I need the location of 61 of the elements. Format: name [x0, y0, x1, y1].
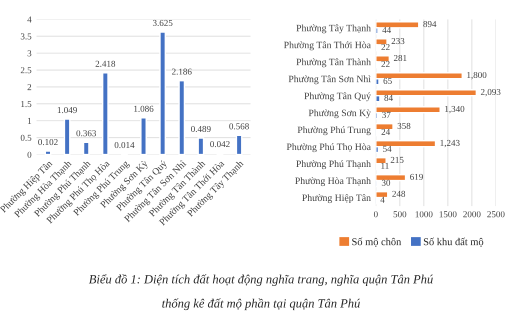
data-label: 233: [392, 38, 404, 44]
data-label: 37: [382, 112, 391, 118]
y-tick-label: 0.5: [20, 134, 32, 141]
data-label: 22: [381, 44, 390, 50]
x-tick-label: 0: [374, 211, 378, 218]
data-label: 0.014: [114, 142, 134, 148]
data-label: 22: [381, 60, 390, 67]
data-label: 65: [384, 78, 392, 84]
data-label: 54: [383, 146, 392, 152]
text: thống kê đất mộ phần tại quận Tân Phú: [162, 298, 360, 310]
data-label: 11: [381, 162, 389, 169]
legend-label: Số mộ chôn: [352, 238, 402, 247]
data-label: 1,243: [440, 140, 460, 148]
x-tick-label: 500: [394, 211, 406, 218]
data-label: 1,340: [445, 106, 464, 114]
data-label: 0.568: [229, 123, 249, 130]
data-label: 0.363: [76, 130, 96, 136]
y-tick-label: 1.5: [21, 101, 32, 108]
data-label: 2,093: [480, 88, 500, 96]
data-label: 1.086: [134, 106, 154, 112]
y-tick-label: 0: [28, 152, 32, 158]
x-tick-label: 2500: [487, 211, 505, 218]
data-label: 358: [398, 122, 410, 129]
data-label: 2.418: [96, 60, 116, 67]
data-label: 894: [423, 21, 436, 28]
y-tick-label: 4: [27, 16, 32, 22]
y-tick-label: Phường Hiệp Tân: [302, 194, 371, 204]
y-tick-label: Phường Tân Quý: [304, 92, 371, 102]
x-tick-label: 2000: [463, 211, 481, 218]
data-label: 1.049: [58, 107, 77, 114]
data-label: 0.102: [38, 139, 58, 146]
y-tick-label: 2: [28, 84, 32, 90]
y-tick-label: Phường Tân Thành: [296, 58, 371, 68]
y-tick-label: Phường Sơn Kỳ: [308, 109, 371, 118]
data-label: 0.489: [191, 126, 211, 132]
legend-label: Số khu đất mộ: [424, 238, 484, 247]
data-label: 4: [380, 196, 385, 203]
y-tick-label: Phường Tân Sơn Nhì: [288, 75, 371, 84]
x-tick-label: 1500: [440, 211, 457, 218]
y-tick-label: Phường Phú Thọ Hòa: [286, 143, 371, 152]
y-tick-label: 2.5: [20, 67, 32, 74]
x-tick-label: 1000: [416, 211, 433, 218]
data-label: 44: [382, 27, 392, 33]
data-label: 619: [410, 174, 423, 180]
data-label: 84: [384, 94, 393, 101]
data-label: 2.186: [172, 68, 192, 75]
y-tick-label: 1: [28, 118, 32, 124]
data-label: 281: [394, 54, 406, 62]
data-label: 24: [382, 128, 390, 135]
data-label: 215: [390, 156, 404, 163]
data-label: 30: [382, 180, 390, 186]
data-label: 0.042: [210, 141, 230, 148]
data-label: 1,800: [467, 72, 486, 80]
y-tick-label: 3.5: [20, 33, 32, 40]
data-label: 248: [392, 190, 406, 197]
text: Biểu đồ 1: Diện tích đất hoạt động nghĩa trang, nghĩa quận Tân Phú: [88, 274, 433, 286]
y-tick-label: Phường Tân Thới Hòa: [284, 41, 371, 50]
y-tick-label: Phường Phú Trung: [298, 126, 371, 136]
y-tick-label: Phường Tây Thạnh: [296, 24, 371, 34]
y-tick-label: 3: [28, 50, 32, 56]
data-label: 3.625: [152, 20, 172, 26]
